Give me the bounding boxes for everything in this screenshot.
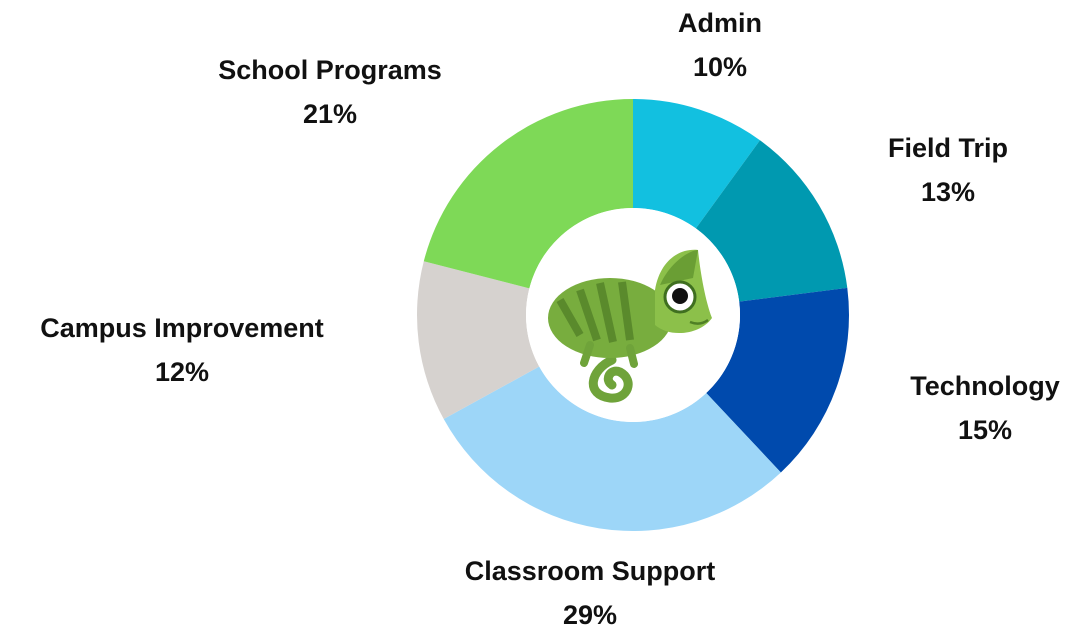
tail: [588, 355, 633, 403]
slice-label: Admin: [678, 8, 762, 38]
donut-slice: [633, 99, 760, 229]
donut: [417, 99, 849, 531]
stripes: [556, 281, 634, 343]
slice-value-label: 13%: [921, 177, 975, 207]
donut-slice: [706, 287, 849, 473]
slice-value-label: 29%: [563, 600, 617, 628]
slice-label: School Programs: [218, 55, 442, 85]
donut-slice: [423, 99, 633, 289]
mouth: [689, 318, 709, 325]
slice-value-label: 21%: [303, 99, 357, 129]
slice-label: Technology: [910, 371, 1060, 401]
legs: [580, 341, 638, 368]
slice-label: Classroom Support: [465, 556, 716, 586]
slice-value-label: 15%: [958, 415, 1012, 445]
slice-value-label: 12%: [155, 357, 209, 387]
chameleon-icon: [526, 208, 740, 422]
crest: [660, 250, 698, 285]
slice-label: Field Trip: [888, 133, 1008, 163]
slice-label: Campus Improvement: [40, 313, 324, 343]
donut-slice: [417, 261, 540, 420]
donut-slice: [443, 366, 781, 531]
pupil: [672, 288, 688, 304]
donut-slice: [695, 140, 848, 302]
slice-value-label: 10%: [693, 52, 747, 82]
